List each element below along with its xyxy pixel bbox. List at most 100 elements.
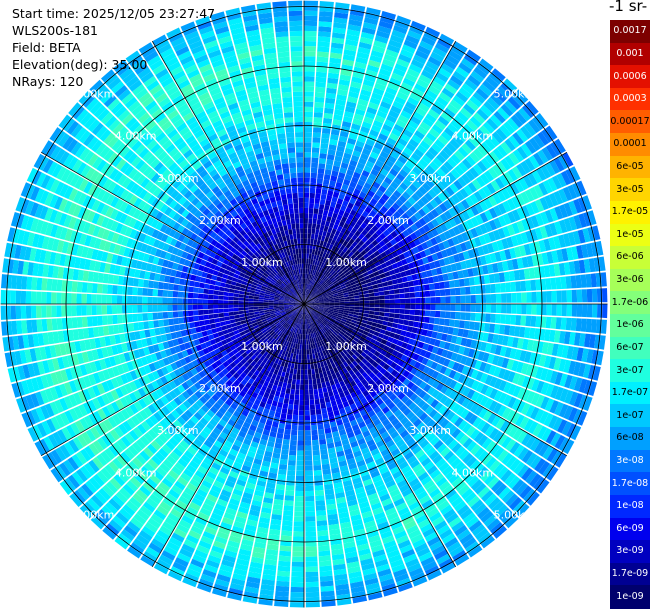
range-gate-cell — [436, 443, 447, 454]
range-gate-cell — [308, 313, 311, 318]
range-gate-cell — [520, 315, 527, 326]
range-gate-cell — [268, 393, 275, 401]
range-gate-cell — [210, 279, 216, 286]
range-gate-cell — [279, 550, 291, 557]
range-gate-cell — [212, 588, 227, 598]
range-gate-cell — [500, 314, 506, 324]
range-gate-cell — [316, 331, 321, 337]
range-gate-cell — [392, 322, 398, 329]
range-gate-cell — [579, 333, 586, 347]
range-gate-cell — [341, 335, 348, 341]
range-gate-cell — [410, 572, 426, 582]
range-gate-cell — [501, 452, 513, 466]
range-gate-cell — [346, 318, 353, 322]
range-gate-cell — [465, 541, 480, 554]
range-gate-cell — [578, 378, 588, 393]
range-gate-cell — [336, 334, 342, 340]
range-gate-cell — [440, 384, 449, 395]
range-gate-cell — [460, 468, 473, 480]
range-gate-cell — [444, 387, 453, 397]
range-gate-cell — [209, 284, 215, 290]
range-gate-cell — [559, 388, 569, 403]
range-gate-cell — [245, 524, 257, 532]
range-gate-cell — [470, 444, 481, 456]
range-gate-cell — [311, 316, 315, 322]
range-gate-cell — [488, 497, 501, 510]
range-gate-cell — [347, 398, 355, 406]
range-gate-cell — [361, 562, 375, 571]
range-gate-cell — [488, 400, 498, 412]
range-gate-cell — [157, 304, 163, 312]
range-gate-cell — [399, 404, 408, 413]
range-gate-cell — [333, 310, 339, 313]
range-gate-cell — [365, 368, 372, 375]
range-gate-cell — [271, 514, 282, 521]
range-gate-cell — [510, 314, 517, 325]
range-gate-cell — [397, 506, 410, 516]
range-gate-cell — [493, 430, 504, 443]
range-gate-cell — [438, 405, 448, 415]
range-gate-cell — [348, 313, 354, 317]
range-gate-cell — [239, 290, 245, 295]
range-gate-cell — [278, 555, 291, 562]
range-gate-cell — [529, 327, 536, 339]
range-gate-cell — [493, 402, 503, 415]
range-gate-cell — [345, 551, 358, 559]
range-gate-cell — [313, 327, 317, 333]
range-gate-cell — [423, 374, 431, 384]
range-gate-cell — [525, 452, 538, 467]
range-gate-cell — [558, 437, 570, 452]
range-gate-cell — [252, 436, 261, 444]
range-gate-cell — [268, 304, 274, 306]
range-gate-cell — [521, 304, 527, 315]
range-gate-cell — [375, 422, 384, 431]
range-gate-cell — [346, 457, 356, 465]
range-gate-cell — [218, 291, 224, 296]
range-gate-cell — [253, 309, 259, 312]
range-gate-cell — [304, 329, 306, 335]
range-gate-cell — [275, 437, 283, 444]
range-gate-cell — [384, 304, 390, 308]
range-gate-cell — [374, 304, 380, 308]
range-gate-cell — [369, 390, 378, 398]
range-gate-cell — [548, 356, 557, 370]
range-gate-cell — [402, 386, 411, 395]
range-gate-cell — [339, 345, 345, 351]
range-gate-cell — [158, 319, 165, 327]
range-gate-cell — [279, 459, 288, 465]
range-gate-cell — [281, 525, 293, 532]
range-gate-cell — [275, 585, 290, 592]
range-gate-cell — [261, 434, 269, 441]
range-gate-cell — [355, 538, 369, 547]
range-gate-cell — [128, 277, 134, 286]
range-gate-cell — [372, 375, 380, 383]
range-gate-cell — [381, 418, 391, 427]
range-gate-cell — [133, 278, 139, 287]
range-gate-cell — [494, 324, 501, 334]
range-gate-cell — [473, 503, 487, 516]
range-gate-cell — [305, 308, 308, 314]
range-gate-cell — [294, 399, 299, 405]
range-gate-cell — [577, 410, 588, 426]
range-gate-cell — [307, 323, 310, 329]
range-gate-cell — [484, 386, 494, 397]
range-gate-cell — [419, 335, 427, 343]
range-gate-cell — [316, 515, 327, 522]
range-gate-cell — [378, 427, 387, 435]
range-gate-cell — [423, 429, 433, 439]
range-gate-cell — [308, 379, 313, 385]
range-gate-cell — [250, 441, 259, 449]
range-gate-cell — [487, 412, 497, 425]
range-gate-cell — [335, 588, 350, 596]
range-gate-cell — [276, 432, 284, 439]
range-gate-cell — [339, 465, 349, 472]
range-gate-cell — [406, 389, 415, 399]
range-gate-cell — [422, 393, 431, 402]
range-gate-cell — [304, 405, 310, 411]
range-gate-cell — [298, 354, 302, 360]
range-gate-cell — [456, 363, 465, 373]
range-gate-cell — [250, 467, 260, 475]
range-gate-cell — [363, 313, 369, 318]
range-gate-cell — [443, 397, 453, 408]
range-gate-cell — [288, 399, 294, 405]
